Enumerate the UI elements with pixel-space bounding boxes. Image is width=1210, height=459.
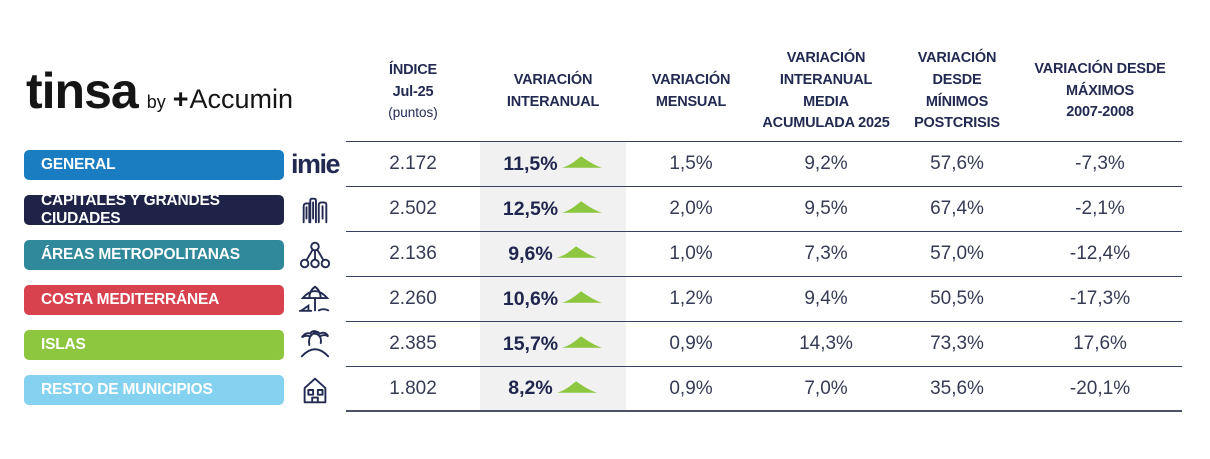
segment-badge-general: GENERAL [24,149,284,180]
tinsa-accumin-logo: tinsa by +Accumin [26,62,293,120]
beach-umbrella-icon [284,277,346,322]
table-row-capitales: CAPITALES Y GRANDES CIUDADES 2.502 12,5%… [24,187,1182,232]
column-header-indice: ÍNDICE Jul-25 (puntos) [346,48,480,142]
imie-logo: imie [290,149,341,179]
cell-variacion-interanual: 8,2% [480,367,626,412]
palm-island-icon [284,322,346,367]
segment-badge-areas: ÁREAS METROPOLITANAS [24,239,284,270]
column-header-maximos-2007-2008: VARIACIÓN DESDE MÁXIMOS 2007-2008 [1018,48,1182,142]
cell-minimos-postcrisis: 57,0% [896,232,1018,277]
header-spacer-label [24,48,284,142]
cell-media-acumulada: 9,5% [756,187,896,232]
cell-indice: 2.136 [346,232,480,277]
cell-variacion-mensual: 1,0% [626,232,756,277]
segment-badge-capitales: CAPITALES Y GRANDES CIUDADES [24,192,284,227]
cell-variacion-interanual: 9,6% [480,232,626,277]
cell-maximos-2007-2008: -7,3% [1018,142,1182,187]
segment-badge-islas: ISLAS [24,329,284,360]
table-row-islas: ISLAS 2.385 15,7% 0,9% 14,3% 73,3% 17,6% [24,322,1182,367]
indice-units: (puntos) [388,104,438,120]
cell-media-acumulada: 7,0% [756,367,896,412]
cell-variacion-mensual: 1,5% [626,142,756,187]
cell-maximos-2007-2008: -17,3% [1018,277,1182,322]
cell-media-acumulada: 9,4% [756,277,896,322]
cell-indice: 1.802 [346,367,480,412]
cell-indice: 2.172 [346,142,480,187]
header-spacer-icon [284,48,346,142]
segment-badge-resto: RESTO DE MUNICIPIOS [24,374,284,405]
cell-maximos-2007-2008: 17,6% [1018,322,1182,367]
buildings-icon [284,187,346,232]
table-header-row: ÍNDICE Jul-25 (puntos) VARIACIÓN INTERAN… [24,48,1182,142]
column-header-media-acumulada: VARIACIÓN INTERANUAL MEDIA ACUMULADA 202… [756,48,896,142]
up-trend-arrow-icon [562,201,603,213]
cell-variacion-interanual: 15,7% [480,322,626,367]
cell-variacion-mensual: 0,9% [626,367,756,412]
cell-minimos-postcrisis: 67,4% [896,187,1018,232]
table-row-areas-metropolitanas: ÁREAS METROPOLITANAS 2.136 9,6% 1,0% 7,3… [24,232,1182,277]
accumin-wordmark: +Accumin [172,84,294,114]
network-nodes-icon [284,232,346,277]
up-trend-arrow-icon [562,291,603,303]
cell-indice: 2.260 [346,277,480,322]
data-table: ÍNDICE Jul-25 (puntos) VARIACIÓN INTERAN… [24,48,1182,412]
table-row-costa-mediterranea: COSTA MEDITERRÁNEA 2.260 10,6% 1,2% 9,4%… [24,277,1182,322]
cell-media-acumulada: 9,2% [756,142,896,187]
up-trend-arrow-icon [556,380,597,393]
house-icon [284,367,346,412]
cell-media-acumulada: 7,3% [756,232,896,277]
cell-maximos-2007-2008: -2,1% [1018,187,1182,232]
cell-indice: 2.502 [346,187,480,232]
cell-minimos-postcrisis: 35,6% [896,367,1018,412]
cell-variacion-mensual: 2,0% [626,187,756,232]
cell-maximos-2007-2008: -20,1% [1018,367,1182,412]
cell-variacion-mensual: 1,2% [626,277,756,322]
cell-variacion-mensual: 0,9% [626,322,756,367]
table-row-general: GENERAL imie 2.172 11,5% 1,5% 9,2% 57,6%… [24,142,1182,187]
column-header-minimos-postcrisis: VARIACIÓN DESDE MÍNIMOS POSTCRISIS [896,48,1018,142]
up-trend-arrow-icon [561,156,602,168]
cell-minimos-postcrisis: 73,3% [896,322,1018,367]
cell-variacion-interanual: 12,5% [480,187,626,232]
cell-variacion-interanual: 10,6% [480,277,626,322]
cell-media-acumulada: 14,3% [756,322,896,367]
up-trend-arrow-icon [556,246,597,258]
logo-by-text: by [146,92,166,112]
cell-indice: 2.385 [346,322,480,367]
up-trend-arrow-icon [562,336,603,348]
cell-maximos-2007-2008: -12,4% [1018,232,1182,277]
accumin-plus-icon: + [172,84,189,114]
tinsa-wordmark: tinsa [26,63,139,119]
column-header-variacion-mensual: VARIACIÓN MENSUAL [626,48,756,142]
cell-variacion-interanual: 11,5% [480,142,626,187]
segment-badge-costa: COSTA MEDITERRÁNEA [24,284,284,315]
table-row-resto-municipios: RESTO DE MUNICIPIOS 1.802 8,2% 0,9% 7,0%… [24,367,1182,412]
cell-minimos-postcrisis: 50,5% [896,277,1018,322]
cell-minimos-postcrisis: 57,6% [896,142,1018,187]
column-header-variacion-interanual: VARIACIÓN INTERANUAL [480,48,626,142]
